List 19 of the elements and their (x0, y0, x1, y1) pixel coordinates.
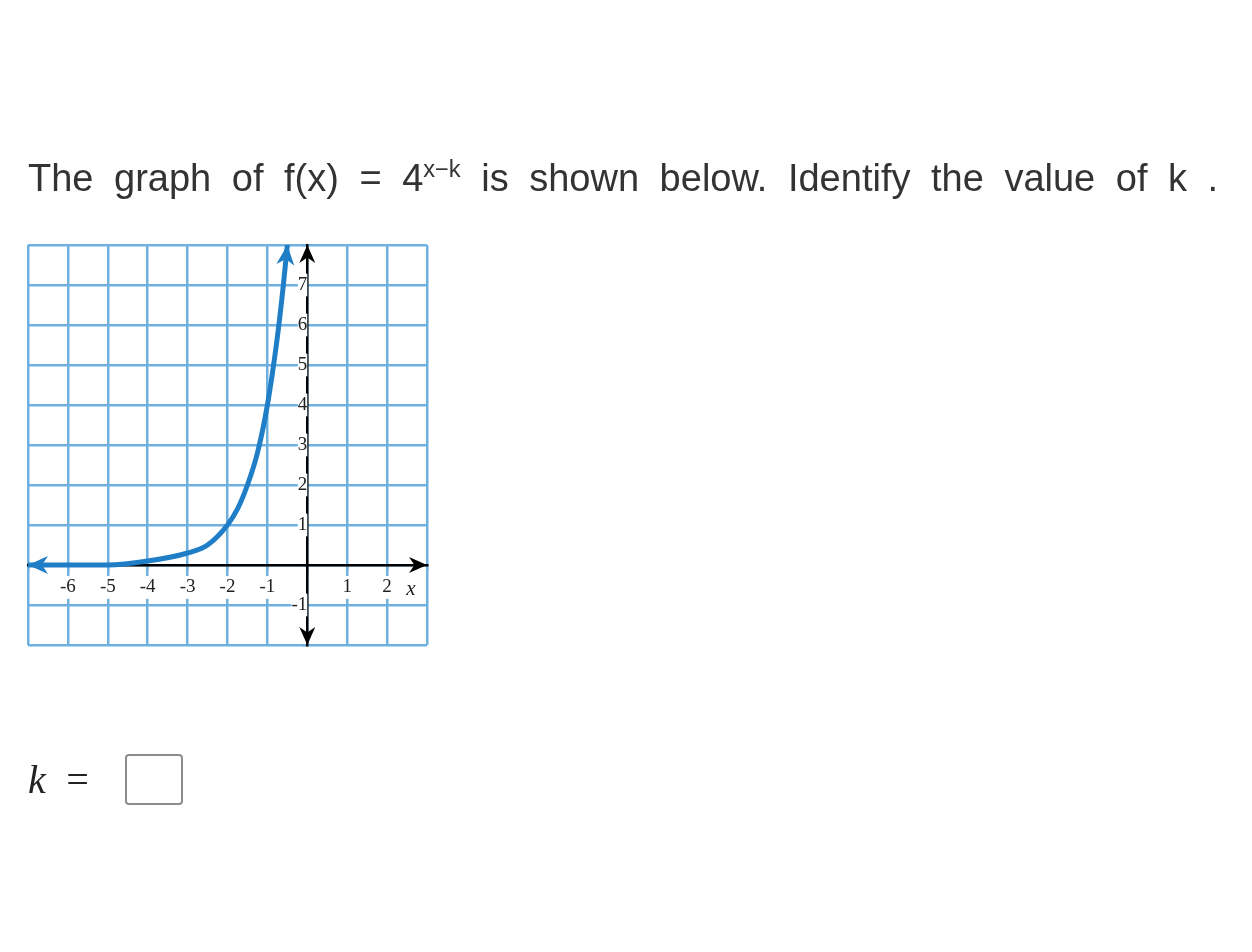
text: The graph of f(x) = 4$^{x−k}$ is shown below. Identify the value of k . (28, 156, 1219, 200)
text: k = (28, 756, 91, 803)
y-tick-label: -1 (291, 592, 308, 614)
y-tick-label: 5 (297, 352, 308, 374)
x-axis-title: x (405, 575, 417, 600)
y-tick-label: 3 (297, 432, 308, 454)
x-tick-label: -2 (219, 575, 236, 597)
x-tick-label: -3 (179, 575, 196, 597)
x-tick-label: -4 (139, 575, 157, 597)
y-tick-label: 7 (297, 272, 308, 294)
y-tick-label: 2 (297, 472, 308, 494)
x-tick-label: -5 (99, 575, 116, 597)
y-tick-label: 4 (297, 392, 308, 414)
x-tick-label: -6 (59, 575, 76, 597)
y-tick-label: 1 (297, 512, 308, 534)
x-tick-label: 1 (342, 575, 352, 597)
x-tick-label: 2 (382, 575, 392, 597)
y-tick-label: 6 (297, 312, 308, 334)
x-tick-label: -1 (259, 575, 276, 597)
